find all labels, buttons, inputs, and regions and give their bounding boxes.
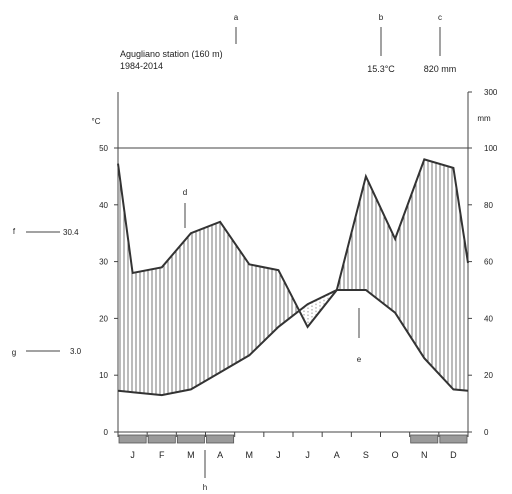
month-label: M xyxy=(246,450,254,460)
label-g: g xyxy=(12,348,16,357)
left-tick-label: 0 xyxy=(104,428,109,437)
left-tick-label: 10 xyxy=(99,371,108,380)
hatch-layer xyxy=(119,160,465,395)
frost-marker xyxy=(118,434,147,444)
right-tick-label: 100 xyxy=(484,144,498,153)
label-c: c xyxy=(438,13,442,22)
frost-marker xyxy=(206,434,235,444)
label-d: d xyxy=(183,188,187,197)
mean-temperature: 15.3°C xyxy=(367,64,395,74)
label-g-value: 3.0 xyxy=(70,347,82,356)
frost-marker xyxy=(439,434,468,444)
curve-layer xyxy=(117,158,469,397)
left-tick-label: 50 xyxy=(99,144,108,153)
frost-markers-layer xyxy=(118,434,468,444)
precipitation-line xyxy=(117,158,469,329)
month-label: A xyxy=(217,450,223,460)
right-tick-label: 40 xyxy=(484,314,493,323)
label-b: b xyxy=(379,13,384,22)
left-tick-label: 30 xyxy=(99,258,108,267)
annual-precipitation: 820 mm xyxy=(424,64,457,74)
temperature-line xyxy=(117,289,469,397)
month-label: D xyxy=(450,450,457,460)
label-f-value: 30.4 xyxy=(63,228,79,237)
label-h: h xyxy=(203,483,207,492)
month-label: F xyxy=(159,450,165,460)
month-label: O xyxy=(392,450,399,460)
left-axis-unit: °C xyxy=(92,117,101,126)
frost-marker xyxy=(410,434,439,444)
right-axis-unit: mm xyxy=(477,114,491,123)
chart-period: 1984-2014 xyxy=(120,61,163,71)
right-tick-label: 60 xyxy=(484,258,493,267)
month-label: J xyxy=(130,450,135,460)
month-label: J xyxy=(276,450,281,460)
right-tick-label: 300 xyxy=(484,88,498,97)
right-tick-label: 0 xyxy=(484,428,489,437)
frost-marker xyxy=(176,434,205,444)
left-tick-label: 20 xyxy=(99,314,108,323)
right-tick-label: 80 xyxy=(484,201,493,210)
month-label: A xyxy=(334,450,340,460)
left-tick-label: 40 xyxy=(99,201,108,210)
tick-labels-layer: 0 10 20 30 40 50 0 20 40 60 80 100 300 xyxy=(99,88,498,437)
month-label: S xyxy=(363,450,369,460)
month-label: N xyxy=(421,450,428,460)
chart-title: Agugliano station (160 m) xyxy=(120,49,223,59)
month-label: J xyxy=(305,450,310,460)
frost-marker xyxy=(147,434,176,444)
label-a: a xyxy=(234,13,239,22)
label-e: e xyxy=(357,355,362,364)
month-label: M xyxy=(187,450,195,460)
right-tick-label: 20 xyxy=(484,371,493,380)
label-f: f xyxy=(13,227,16,236)
